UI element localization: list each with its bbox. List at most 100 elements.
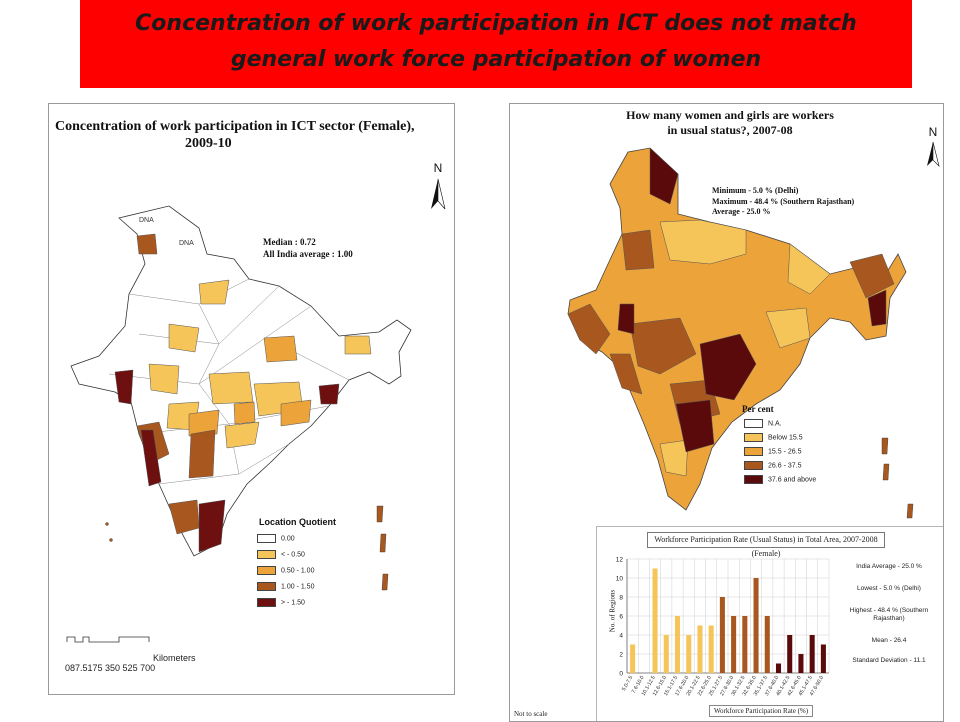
right-legend-row: 26.6 - 37.5 — [744, 461, 801, 471]
legend-swatch — [257, 566, 276, 575]
lq-0.50-1.00 — [188, 335, 312, 437]
y-tick-label: 10 — [616, 576, 624, 583]
right-north-label: N — [928, 125, 938, 139]
legend-swatch — [257, 598, 276, 607]
left-legend-title: Location Quotient — [259, 517, 336, 527]
legend-swatch — [257, 550, 276, 559]
legend-label: Below 15.5 — [768, 434, 803, 442]
histogram-bar — [652, 568, 658, 673]
histogram-bar — [719, 597, 725, 673]
legend-label: 1.00 - 1.50 — [281, 583, 315, 591]
histogram-bar — [731, 616, 737, 673]
region-lines — [108, 278, 350, 485]
histogram-bar — [764, 616, 770, 673]
right-india-map — [567, 141, 940, 519]
left-legend-row: 0.50 - 1.00 — [257, 566, 314, 576]
left-legend-row: 0.00 — [257, 534, 295, 544]
y-tick-label: 0 — [619, 671, 623, 678]
histogram-note-sd: Standard Deviation - 11.1 — [852, 657, 926, 664]
y-tick-label: 6 — [619, 614, 623, 621]
y-tick-label: 2 — [619, 652, 623, 659]
left-legend-row: > - 1.50 — [257, 598, 305, 608]
right-map-title-line1: How many women and girls are workers — [626, 108, 834, 122]
wpr-yellow-south — [659, 439, 689, 477]
wpr-yellow-northeast — [787, 243, 831, 295]
all-india-average-text: All India average : 1.00 — [263, 248, 353, 259]
north-arrow-right-icon — [927, 141, 940, 167]
right-map-panel: How many women and girls are workers in … — [509, 103, 944, 722]
left-legend-row: 1.00 - 1.50 — [257, 582, 314, 592]
left-india-map — [66, 178, 446, 643]
banner-title-line1: Concentration of work participation in I… — [135, 11, 857, 36]
banner-title-line2: general work force participation of wome… — [230, 47, 762, 72]
scale-unit-label: Kilometers — [153, 653, 196, 663]
histogram-note-highest: Highest - 48.4 % (Southern Rajasthan) — [849, 607, 929, 622]
maximum-text: Maximum - 48.4 % (Southern Rajasthan) — [712, 196, 855, 206]
left-legend-row: < - 0.50 — [257, 550, 305, 560]
right-legend-row: 15.5 - 26.5 — [744, 447, 801, 457]
histogram-bar — [809, 635, 815, 673]
title-banner: Concentration of work participation in I… — [80, 0, 912, 88]
scale-numbers: 087.5175 350 525 700 — [65, 663, 156, 673]
legend-label: 0.50 - 1.00 — [281, 567, 315, 575]
left-map-title: Concentration of work participation in I… — [55, 118, 445, 152]
dna-label-2: DNA — [179, 240, 194, 247]
islands-right — [881, 437, 914, 519]
left-map-panel: Concentration of work participation in I… — [48, 103, 455, 695]
legend-label: 0.00 — [281, 535, 295, 543]
average-text: Average - 25.0 % — [712, 207, 771, 216]
left-map-title-line1: Concentration of work participation in I… — [55, 119, 415, 134]
legend-swatch — [744, 461, 763, 470]
histogram-bar — [798, 654, 804, 673]
legend-swatch — [744, 419, 763, 428]
lq-above-1.50 — [114, 369, 340, 553]
median-text: Median : 0.72 — [263, 237, 316, 247]
histogram-note-average: India Average - 25.0 % — [856, 563, 922, 570]
right-map-title: How many women and girls are workers in … — [570, 108, 890, 138]
histogram-note-lowest: Lowest - 5.0 % (Delhi) — [857, 585, 921, 592]
right-map-title-line2: in usual status?, 2007-08 — [667, 123, 793, 137]
y-tick-label: 8 — [619, 595, 623, 602]
histogram-bar — [753, 578, 759, 673]
histogram-bar — [787, 635, 793, 673]
histogram-bar — [708, 625, 714, 673]
histogram-bar — [630, 644, 636, 673]
right-legend-row: Below 15.5 — [744, 433, 803, 443]
scale-bar — [66, 636, 150, 643]
left-north-label: N — [433, 161, 443, 175]
wpr-histogram: Workforce Participation Rate (Usual Stat… — [596, 526, 943, 721]
right-legend-row: 37.6 and above — [744, 475, 816, 485]
right-map-stats: Minimum - 5.0 % (Delhi) Maximum - 48.4 %… — [712, 186, 854, 218]
right-legend-title: Per cent — [742, 404, 774, 414]
wpr-darkred — [617, 147, 887, 453]
histogram-bar — [742, 616, 748, 673]
left-map-title-line2: 2009-10 — [185, 136, 232, 151]
minimum-text: Minimum - 5.0 % (Delhi) — [712, 186, 799, 195]
histogram-bar — [775, 663, 782, 673]
histogram-title: Workforce Participation Rate (Usual Stat… — [647, 532, 885, 558]
histogram-bar — [663, 635, 669, 673]
histogram-bar — [674, 616, 681, 673]
legend-label: 15.5 - 26.5 — [768, 448, 802, 456]
histogram-bar — [686, 635, 692, 673]
north-arrow-icon — [431, 178, 446, 210]
not-to-scale-label: Not to scale — [514, 710, 548, 718]
dna-label-1: DNA — [139, 217, 154, 224]
left-map-stats: Median : 0.72 All India average : 1.00 — [263, 237, 353, 260]
legend-swatch — [744, 475, 763, 484]
wpr-yellow-north — [659, 219, 747, 265]
legend-label: < - 0.50 — [281, 551, 305, 559]
wpr-yellow-east — [765, 307, 811, 349]
legend-swatch — [257, 582, 276, 591]
banner-title: Concentration of work participation in I… — [80, 6, 912, 78]
islands — [105, 505, 389, 591]
histogram-bar — [820, 644, 826, 673]
y-tick-label: 12 — [616, 557, 624, 564]
legend-label: 37.6 and above — [768, 476, 817, 484]
legend-swatch — [744, 433, 763, 442]
legend-swatch — [257, 534, 276, 543]
right-legend-row: N.A. — [744, 419, 782, 429]
lq-below-0.50 — [148, 279, 372, 449]
y-tick-label: 4 — [619, 633, 623, 640]
legend-swatch — [744, 447, 763, 456]
